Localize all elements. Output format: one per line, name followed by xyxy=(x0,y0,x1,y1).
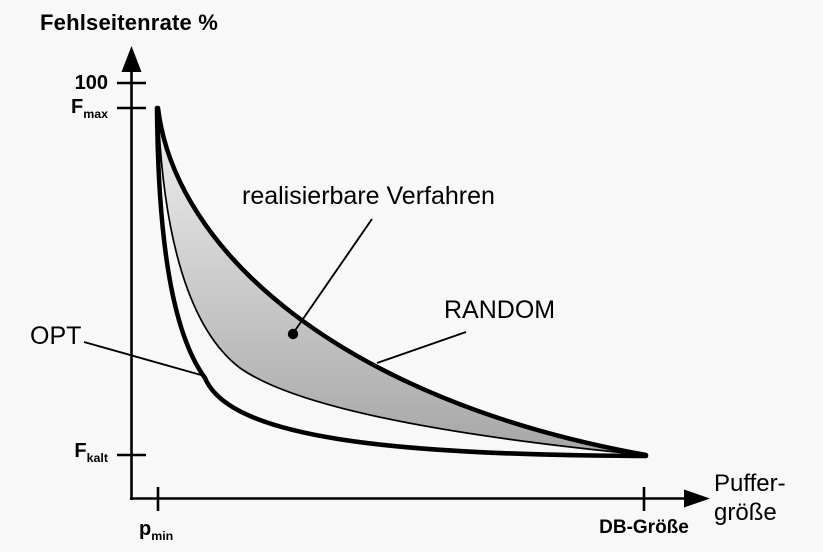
x-tick-label-dbsize: DB-Größe xyxy=(599,517,689,538)
tick-label-sub: kalt xyxy=(86,451,108,465)
x-axis-title-line2: größe xyxy=(714,499,777,527)
opt-leader-line xyxy=(83,341,202,376)
realizable-region-label: realisierbare Verfahren xyxy=(242,182,495,210)
opt-curve-label: OPT xyxy=(30,322,82,350)
y-tick-label-fkalt: Fkalt xyxy=(60,440,108,465)
tick-label-base: 100 xyxy=(74,72,108,94)
y-axis-arrow-icon xyxy=(121,46,142,72)
y-tick-label-fmax: Fmax xyxy=(60,96,108,121)
x-tick-label-pmin: pmin xyxy=(139,518,174,543)
region-marker-dot xyxy=(287,328,299,340)
tick-label-base: F xyxy=(70,96,84,118)
region-leader-line xyxy=(293,218,373,333)
random-curve-label: RANDOM xyxy=(444,296,556,324)
x-axis-title-line1: Puffer- xyxy=(714,470,786,497)
tick-label-base: p xyxy=(139,518,152,540)
region-lower-boundary-curve xyxy=(157,107,647,456)
random-leader-line xyxy=(376,331,467,364)
y-axis-title: Fehlseitenrate % xyxy=(40,10,219,35)
tick-label-base: F xyxy=(74,440,87,462)
tick-label-sub: min xyxy=(151,529,174,543)
x-axis-arrow-icon xyxy=(684,489,710,508)
random-curve xyxy=(155,105,649,458)
y-tick-label-100: 100 xyxy=(60,72,108,95)
realizable-region xyxy=(158,108,646,455)
x-axis-title: Puffer- größe xyxy=(714,469,786,528)
tick-label-sub: max xyxy=(83,107,108,121)
opt-curve xyxy=(154,105,649,459)
